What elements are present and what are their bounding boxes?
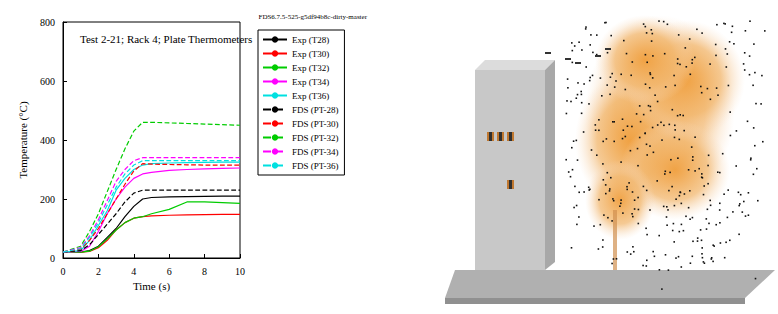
svg-text:Exp (T34): Exp (T34) — [292, 77, 329, 87]
svg-text:200: 200 — [40, 194, 55, 205]
svg-text:FDS6.7.5-525-g5df94b8c-dirty-m: FDS6.7.5-525-g5df94b8c-dirty-master — [259, 13, 368, 21]
svg-text:Exp (T30): Exp (T30) — [292, 49, 329, 59]
svg-text:0: 0 — [50, 253, 55, 264]
svg-text:0: 0 — [61, 266, 66, 277]
svg-text:Temperature (°C): Temperature (°C) — [17, 101, 30, 179]
svg-text:Test 2-21; Rack 4; Plate Therm: Test 2-21; Rack 4; Plate Thermometers — [80, 33, 252, 45]
svg-text:FDS (PT-32): FDS (PT-32) — [292, 133, 338, 143]
svg-text:8: 8 — [202, 266, 207, 277]
svg-text:400: 400 — [40, 135, 55, 146]
svg-text:FDS (PT-28): FDS (PT-28) — [292, 105, 338, 115]
svg-text:FDS (PT-34): FDS (PT-34) — [292, 147, 338, 157]
svg-text:6: 6 — [167, 266, 172, 277]
svg-text:FDS (PT-30): FDS (PT-30) — [292, 119, 338, 129]
svg-text:600: 600 — [40, 76, 55, 87]
svg-text:800: 800 — [40, 17, 55, 28]
svg-text:FDS (PT-36): FDS (PT-36) — [292, 161, 338, 171]
svg-text:Exp (T28): Exp (T28) — [292, 35, 329, 45]
svg-text:Exp (T32): Exp (T32) — [292, 63, 329, 73]
svg-text:Exp (T36): Exp (T36) — [292, 91, 329, 101]
svg-text:4: 4 — [131, 266, 136, 277]
svg-text:2: 2 — [96, 266, 101, 277]
svg-text:Time (s): Time (s) — [133, 280, 171, 293]
svg-text:10: 10 — [235, 266, 245, 277]
